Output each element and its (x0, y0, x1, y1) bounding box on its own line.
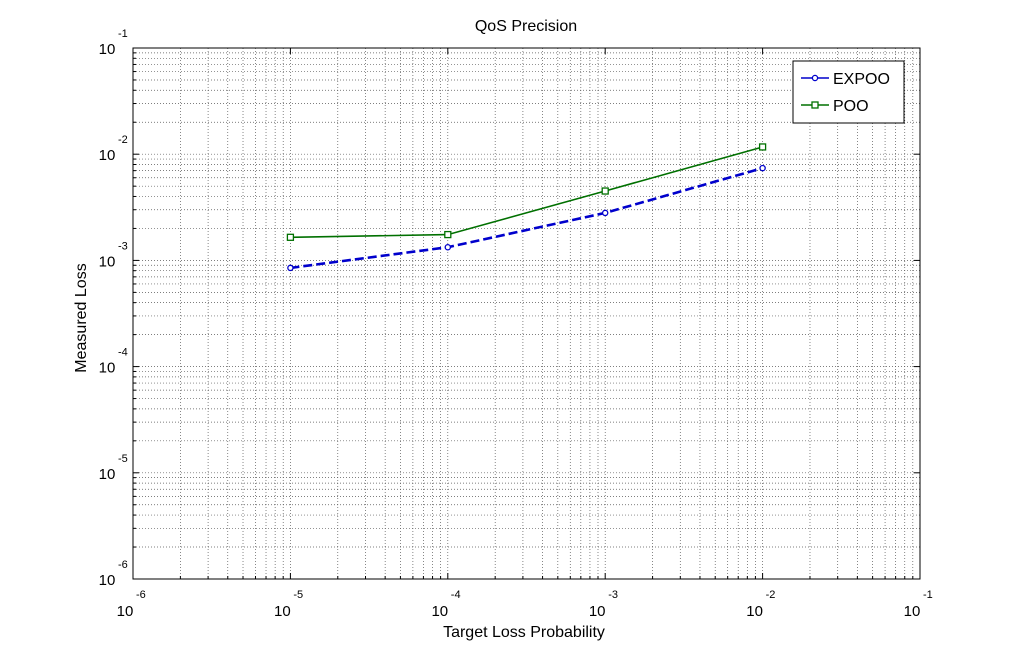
data-point-poo (286, 233, 295, 241)
x-tick-label-base: 10 (117, 603, 134, 620)
legend-marker-poo (811, 101, 819, 109)
y-tick-label-base: 10 (99, 466, 116, 483)
x-tick-label-exponent: -3 (608, 589, 618, 601)
axis-ticks: 10-610-510-410-310-210-110-610-510-410-3… (99, 28, 933, 620)
y-tick-label-base: 10 (99, 253, 116, 270)
x-tick-label-base: 10 (904, 603, 921, 620)
x-tick-label-base: 10 (746, 603, 763, 620)
chart-title: QoS Precision (475, 18, 577, 35)
x-tick-label-exponent: -2 (766, 589, 776, 601)
y-tick-label-exponent: -3 (118, 240, 128, 252)
legend: EXPOO POO (792, 60, 905, 124)
legend-label-expoo: EXPOO (833, 71, 890, 88)
y-tick-label-exponent: -5 (118, 453, 128, 465)
x-axis-label: Target Loss Probability (443, 624, 605, 641)
data-point-poo (758, 143, 767, 151)
legend-box (792, 60, 905, 124)
x-tick-label-exponent: -4 (451, 589, 461, 601)
y-tick-label-exponent: -4 (118, 347, 128, 359)
x-tick-label-exponent: -5 (293, 589, 303, 601)
data-point-expoo (444, 243, 452, 251)
y-tick-label-exponent: -1 (118, 28, 128, 40)
data-point-expoo (759, 164, 766, 172)
plot-area-frame (132, 47, 921, 580)
grid (133, 48, 920, 579)
data-point-poo (601, 187, 609, 195)
x-tick-label-exponent: -1 (923, 589, 933, 601)
legend-marker-expoo (811, 74, 819, 82)
y-axis-label: Measured Loss (73, 263, 90, 372)
x-tick-label-exponent: -6 (136, 589, 146, 601)
y-tick-label-base: 10 (99, 147, 116, 164)
y-tick-label-base: 10 (99, 360, 116, 377)
series-line-poo (290, 146, 763, 239)
x-tick-label-base: 10 (589, 603, 606, 620)
series (286, 143, 767, 272)
x-tick-label-base: 10 (274, 603, 291, 620)
legend-label-poo: POO (833, 98, 869, 115)
data-point-expoo (287, 264, 294, 272)
y-tick-label-base: 10 (99, 41, 116, 58)
data-point-poo (444, 230, 452, 239)
data-point-expoo (601, 209, 609, 217)
series-line-expoo (290, 166, 763, 270)
x-tick-label-base: 10 (431, 603, 448, 620)
y-tick-label-exponent: -2 (118, 134, 128, 146)
y-tick-label-base: 10 (99, 572, 116, 589)
y-tick-label-exponent: -6 (118, 559, 128, 571)
